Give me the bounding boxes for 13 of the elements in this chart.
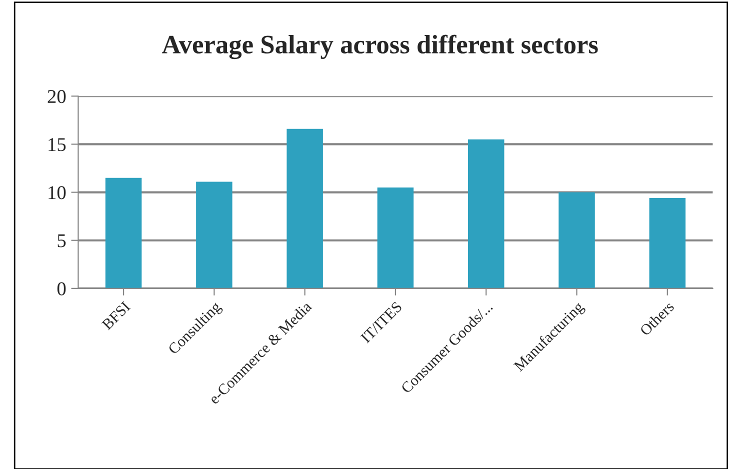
bar <box>196 182 232 288</box>
bar <box>377 187 414 288</box>
bar <box>649 198 686 288</box>
bar <box>286 128 323 288</box>
bar <box>558 192 595 288</box>
y-tick-label: 5 <box>58 234 66 248</box>
y-tick-label: 10 <box>48 186 66 200</box>
y-tick-label: 20 <box>48 90 66 104</box>
y-tick-label: 0 <box>57 282 66 296</box>
bar <box>468 139 504 288</box>
y-tick-label: 15 <box>48 138 66 152</box>
bar <box>105 178 142 288</box>
chart-title: Average Salary across different sectors <box>162 34 598 60</box>
